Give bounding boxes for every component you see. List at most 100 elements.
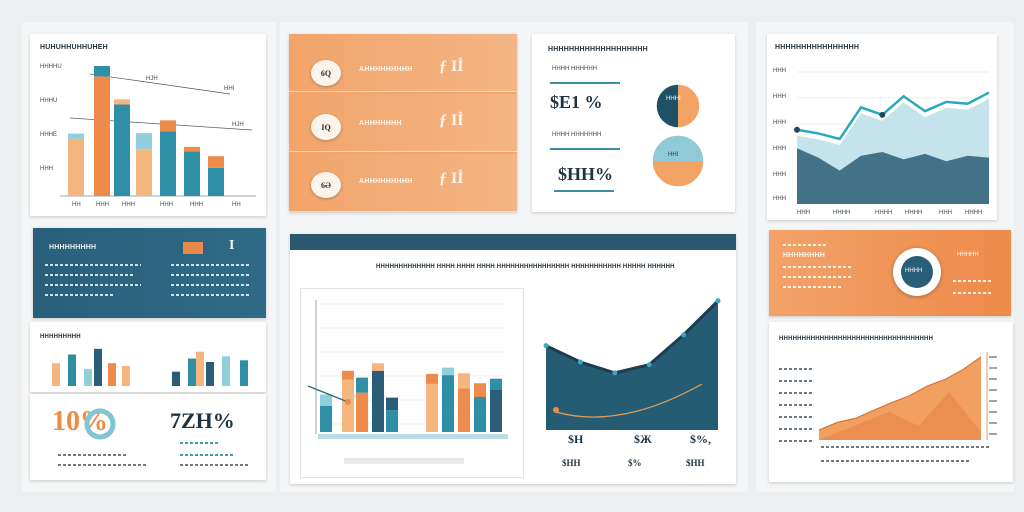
banner-title: HHHHHHHHH xyxy=(49,244,97,251)
x-tick: HHH xyxy=(190,202,203,208)
bar xyxy=(68,354,76,386)
orange-right-banner: HHHHHHHH HHHH HHHHH xyxy=(769,230,1011,316)
bar xyxy=(208,167,224,196)
small-bar-chart xyxy=(52,348,248,386)
y-tick: HHH xyxy=(773,120,786,126)
area-shade xyxy=(819,392,981,440)
legend-line xyxy=(779,392,813,394)
center-left-frame xyxy=(300,288,524,478)
donut-1-segment xyxy=(656,84,678,128)
data-point xyxy=(794,126,800,133)
bar-cap xyxy=(320,394,332,406)
center-line-chart xyxy=(543,298,721,430)
bar-cap xyxy=(474,383,486,397)
center-value: $%, xyxy=(690,432,711,446)
right-tick xyxy=(989,422,997,424)
center-sub: $% xyxy=(628,458,642,468)
text-line xyxy=(783,244,827,246)
accent-line xyxy=(550,82,620,84)
banner-title: HHHHHHHH xyxy=(783,252,826,259)
text-line xyxy=(180,442,220,444)
pointer-dot xyxy=(345,399,351,405)
bar xyxy=(122,366,130,386)
legend-line xyxy=(779,404,813,406)
right-label: HHHHH xyxy=(957,252,979,258)
bar xyxy=(426,383,438,432)
text-line xyxy=(783,266,853,268)
orange-metrics-panel: 6Q AHHHHHHHHH ƒ Iİ IQ AHHHHHHH ƒ Iİ 6Ə A… xyxy=(289,34,517,212)
y-tick: HHH xyxy=(773,68,786,74)
bar xyxy=(458,388,470,432)
center-value: $Ж xyxy=(634,432,652,446)
metric-badge: 6Ə xyxy=(311,172,341,198)
kpi-value: $HH% xyxy=(558,164,614,184)
text-line xyxy=(180,464,250,466)
bar-cap xyxy=(136,133,152,150)
bar xyxy=(240,360,248,386)
bar xyxy=(474,397,486,432)
text-line xyxy=(180,454,234,456)
x-tick: HHHH xyxy=(875,210,893,216)
bar-cap xyxy=(372,363,384,371)
bar-cap xyxy=(356,377,368,393)
right-tick xyxy=(989,411,997,413)
y-label: HHHU xyxy=(40,98,58,104)
card-title: HHHHHHHHHHHHHHHHHHHHHHHHHHHHHHHHHH xyxy=(779,336,934,342)
center-title: HHHHHHHHHHHHH HHHH HHHH HHHH HHHHHHHHHHH… xyxy=(376,264,675,270)
kpi-value: $E1 % xyxy=(550,92,603,112)
tag-label: HJH xyxy=(232,122,244,128)
text-line xyxy=(45,294,115,296)
text-line xyxy=(171,264,251,266)
bar-cap xyxy=(386,397,398,411)
text-line xyxy=(171,294,251,296)
metric-title: AHHHHHHHHH xyxy=(359,178,413,185)
bar xyxy=(206,362,214,386)
card-title: HHHHHHHHHHHHHHHHHHH xyxy=(548,46,648,53)
data-point xyxy=(646,362,652,368)
navy-banner: HHHHHHHHH I xyxy=(33,228,266,318)
axis-band xyxy=(318,434,508,439)
legend-line xyxy=(779,428,813,430)
metric-row: 6Q AHHHHHHHHH ƒ Iİ xyxy=(289,34,517,92)
metric-title: AHHHHHHH xyxy=(359,120,402,127)
bar-cap xyxy=(490,378,502,390)
accent-line xyxy=(554,190,614,192)
kpi-ring-icon xyxy=(84,408,116,440)
right-tick xyxy=(989,367,997,369)
legend-line xyxy=(779,368,813,370)
bar-cap xyxy=(458,373,470,389)
x-tick: HH xyxy=(72,202,81,208)
trend-line xyxy=(89,73,231,95)
x-tick: HHHH xyxy=(905,210,923,216)
top-left-bar-card: HUHUHHUHHUHEH HHHHU HHHU HHHE HHH HJH HH… xyxy=(30,34,266,216)
y-label: HHHHU xyxy=(40,64,62,70)
metric-row: 6Ə AHHHHHHHHH ƒ Iİ xyxy=(289,154,517,212)
secondary-point xyxy=(553,407,559,413)
axis-labels xyxy=(821,460,971,462)
area-chart xyxy=(818,352,997,440)
bar-cap xyxy=(208,156,224,168)
legend-line xyxy=(779,380,813,382)
top-middle-donut-card: HHHHHHHHHHHHHHHHHHH HHHH HHHHHH $E1 % HH… xyxy=(532,34,735,212)
metric-row: IQ AHHHHHHH ƒ Iİ xyxy=(289,94,517,152)
text-line xyxy=(45,274,133,276)
x-tick: HHHH xyxy=(965,210,983,216)
bar-cap xyxy=(184,146,200,152)
bar xyxy=(188,358,196,386)
bar-cap xyxy=(160,120,176,132)
y-label: HHH xyxy=(40,166,53,172)
top-left-bar-chart xyxy=(60,66,256,197)
bar-cap xyxy=(342,370,354,380)
kpi-value-2: 7ZH% xyxy=(170,408,235,433)
y-tick: HHH xyxy=(773,94,786,100)
bar xyxy=(184,151,200,196)
small-bars-card: HHHHHHHHH xyxy=(30,322,266,392)
area-line xyxy=(818,356,982,431)
bar-cap xyxy=(426,373,438,384)
bar xyxy=(372,370,384,432)
bar xyxy=(490,390,502,432)
bar xyxy=(114,104,130,196)
data-point xyxy=(543,343,549,349)
y-label: HHHE xyxy=(40,132,58,138)
bar-cap xyxy=(114,99,130,105)
